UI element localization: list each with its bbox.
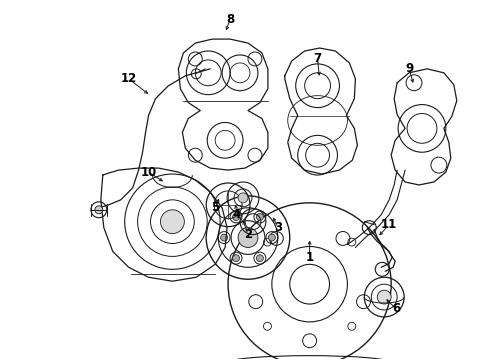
Text: 7: 7 (314, 53, 321, 66)
Text: 1: 1 (306, 251, 314, 264)
Text: 2: 2 (244, 228, 252, 241)
Circle shape (256, 255, 264, 262)
Text: 9: 9 (405, 62, 413, 75)
Text: 12: 12 (121, 72, 137, 85)
Circle shape (233, 213, 240, 220)
Text: 3: 3 (274, 221, 282, 234)
Text: 4: 4 (233, 208, 241, 221)
Circle shape (269, 234, 275, 241)
Text: 5: 5 (211, 201, 220, 214)
Circle shape (377, 290, 391, 304)
Circle shape (161, 210, 184, 234)
Text: 11: 11 (381, 218, 397, 231)
Circle shape (220, 234, 227, 241)
Circle shape (256, 213, 264, 220)
Circle shape (238, 228, 258, 247)
Text: 10: 10 (141, 166, 157, 179)
Text: 8: 8 (226, 13, 234, 26)
Circle shape (238, 193, 248, 203)
Circle shape (233, 255, 240, 262)
Circle shape (95, 206, 103, 214)
Text: 6: 6 (392, 302, 400, 315)
